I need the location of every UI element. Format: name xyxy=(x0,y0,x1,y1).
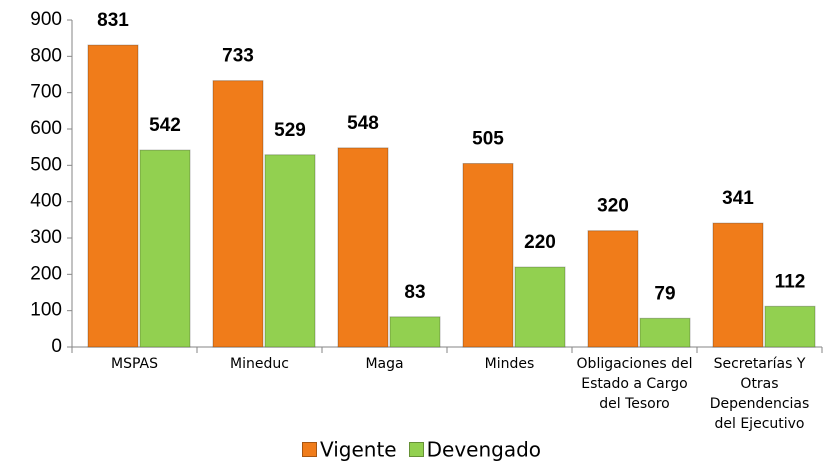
legend: Vigente Devengado xyxy=(0,436,831,461)
x-tick-label: Mineduc xyxy=(230,356,289,372)
bar xyxy=(212,80,264,348)
data-label: 505 xyxy=(472,129,504,150)
bar xyxy=(337,147,389,348)
data-label: 529 xyxy=(274,120,306,141)
data-label: 83 xyxy=(404,282,425,303)
x-tick-label: Mindes xyxy=(484,356,535,372)
x-tick-label: MSPAS xyxy=(111,356,158,372)
data-label: 831 xyxy=(97,10,129,31)
legend-label: Devengado xyxy=(426,437,542,461)
y-tick-label: 400 xyxy=(30,191,62,212)
data-label: 79 xyxy=(654,283,675,304)
bar xyxy=(514,266,566,348)
x-tick-label: Maga xyxy=(365,356,404,372)
x-tick-label: Secretarías Y Otras Dependencias del Eje… xyxy=(709,356,810,432)
bar xyxy=(764,305,816,348)
legend-swatch xyxy=(408,442,424,457)
y-tick-label: 500 xyxy=(30,154,62,175)
y-tick-label: 600 xyxy=(30,118,62,139)
data-label: 542 xyxy=(149,115,181,136)
data-label: 548 xyxy=(347,113,379,134)
y-tick-label: 900 xyxy=(30,9,62,30)
y-tick-label: 300 xyxy=(30,227,62,248)
data-label: 220 xyxy=(524,232,556,253)
data-label: 112 xyxy=(775,271,806,292)
bar xyxy=(139,149,191,348)
data-label: 320 xyxy=(597,196,629,217)
bar xyxy=(389,316,441,348)
data-label: 341 xyxy=(722,188,754,209)
data-label: 733 xyxy=(222,46,254,67)
bar xyxy=(712,222,764,348)
bar xyxy=(587,230,639,348)
bar xyxy=(639,317,691,348)
y-tick-label: 700 xyxy=(30,82,62,103)
y-tick-label: 0 xyxy=(51,336,62,357)
legend-swatch xyxy=(301,442,317,457)
y-tick-label: 100 xyxy=(30,300,62,321)
bar xyxy=(264,154,316,348)
bar xyxy=(87,44,139,348)
y-tick-label: 800 xyxy=(30,45,62,66)
y-tick-label: 200 xyxy=(30,263,62,284)
legend-label: Vigente xyxy=(319,437,397,461)
bar xyxy=(462,163,514,348)
x-tick-label: Obligaciones del Estado a Cargo del Teso… xyxy=(576,356,693,412)
